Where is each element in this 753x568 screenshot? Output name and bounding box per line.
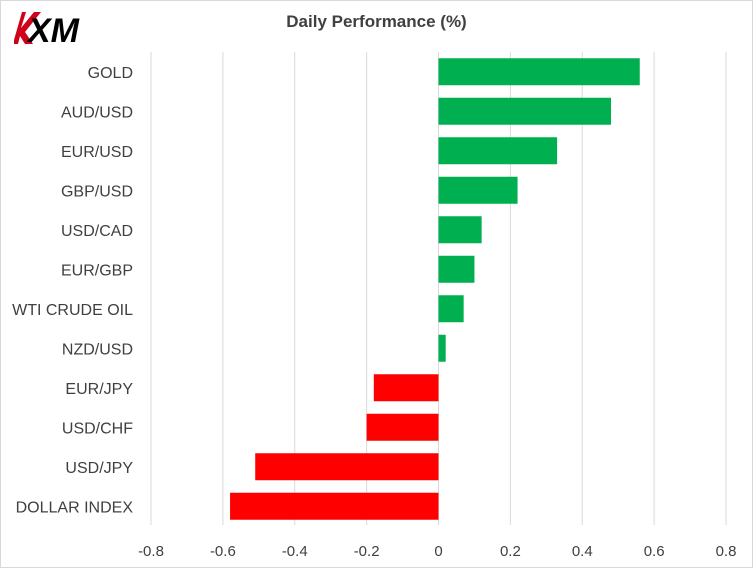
chart-title: Daily Performance (%)	[286, 12, 467, 31]
x-tick-label: 0.2	[500, 543, 521, 560]
x-tick-labels: -0.8 -0.6 -0.4 -0.2 0 0.2 0.4 0.6 0.8	[138, 543, 736, 560]
category-label: USD/JPY	[65, 460, 133, 477]
category-label: AUD/USD	[61, 104, 133, 121]
category-label: GOLD	[88, 65, 133, 82]
x-tick-label: -0.2	[354, 543, 380, 560]
x-tick-label: 0	[434, 543, 442, 560]
category-label: NZD/USD	[62, 341, 133, 358]
bar	[438, 216, 482, 244]
bars	[230, 58, 640, 520]
category-labels: GOLD AUD/USD EUR/USD GBP/USD USD/CAD EUR/GBP W…	[12, 65, 133, 517]
bar	[438, 58, 640, 86]
category-label: USD/CHF	[62, 420, 133, 437]
category-label: EUR/JPY	[65, 381, 133, 398]
bar	[373, 374, 439, 402]
xm-logo: XM	[14, 12, 80, 46]
category-label: EUR/GBP	[61, 262, 133, 279]
bar	[438, 334, 446, 362]
category-label: WTI CRUDE OIL	[12, 302, 133, 319]
bar	[230, 492, 439, 520]
bar	[255, 453, 439, 481]
bar	[438, 295, 464, 323]
bar	[438, 137, 558, 165]
x-tick-label: -0.6	[210, 543, 236, 560]
category-label: GBP/USD	[61, 183, 133, 200]
bar	[438, 255, 475, 283]
bar	[438, 176, 518, 204]
x-tick-label: 0.4	[572, 543, 593, 560]
x-tick-label: 0.8	[716, 543, 737, 560]
category-label: EUR/USD	[61, 144, 133, 161]
x-tick-label: -0.4	[282, 543, 308, 560]
grid-lines	[150, 52, 727, 525]
bar	[438, 97, 611, 125]
x-tick-label: -0.8	[138, 543, 164, 560]
x-tick-label: 0.6	[644, 543, 665, 560]
category-label: DOLLAR INDEX	[16, 499, 134, 516]
svg-text:XM: XM	[26, 12, 80, 46]
bar	[366, 413, 439, 441]
category-label: USD/CAD	[61, 223, 133, 240]
